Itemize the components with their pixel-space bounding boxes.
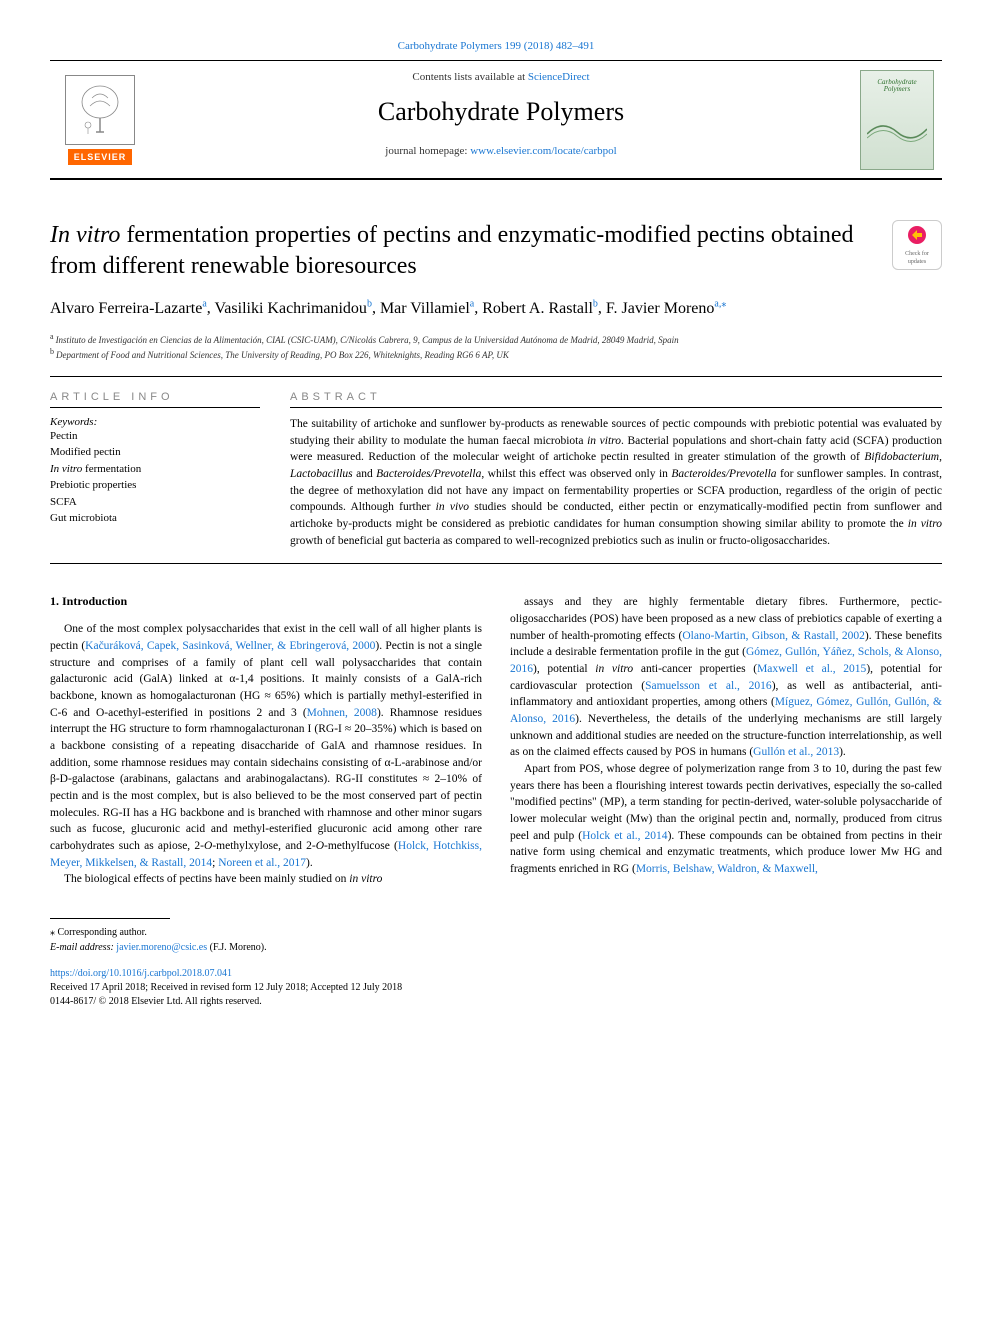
divider — [50, 376, 942, 377]
article-info-block: ARTICLE INFO Keywords: PectinModified pe… — [50, 391, 260, 549]
body-paragraph: One of the most complex polysaccharides … — [50, 621, 482, 871]
article-title: In vitro fermentation properties of pect… — [50, 220, 942, 282]
reference-link[interactable]: Gómez, Gullón, Yáñez, Schols, & Alonso, … — [510, 646, 942, 675]
check-updates-l2: updates — [908, 259, 926, 267]
reference-link[interactable]: Gullón et al., 2013 — [753, 746, 839, 758]
author-affil-sup: a — [470, 298, 474, 309]
journal-header: ELSEVIER Contents lists available at Sci… — [50, 60, 942, 180]
abstract-heading: ABSTRACT — [290, 391, 942, 403]
author: Vasiliki Kachrimanidoub — [215, 300, 372, 317]
body-column-right: assays and they are highly fermentable d… — [510, 594, 942, 888]
journal-reference-link[interactable]: Carbohydrate Polymers 199 (2018) 482–491 — [398, 40, 595, 52]
abstract-divider — [290, 407, 942, 408]
keywords-label: Keywords: — [50, 416, 260, 428]
keyword: Pectin — [50, 428, 260, 445]
author-affil-sup: a — [202, 298, 206, 309]
header-center: Contents lists available at ScienceDirec… — [150, 61, 852, 178]
info-divider — [50, 407, 260, 408]
affiliations: a Instituto de Investigación en Ciencias… — [50, 331, 942, 362]
corresponding-author-note: ⁎ Corresponding author. — [50, 925, 942, 940]
cover-wave-icon — [867, 114, 927, 144]
abstract-block: ABSTRACT The suitability of artichoke an… — [290, 391, 942, 549]
reference-link[interactable]: Mohnen, 2008 — [307, 707, 377, 719]
footer-block: https://doi.org/10.1016/j.carbpol.2018.0… — [50, 967, 942, 1009]
body-paragraph: Apart from POS, whose degree of polymeri… — [510, 761, 942, 878]
reference-link[interactable]: Noreen et al., 2017 — [218, 857, 306, 869]
footnotes: ⁎ Corresponding author. E-mail address: … — [50, 925, 942, 955]
body-paragraph: The biological effects of pectins have b… — [50, 871, 482, 888]
check-updates-badge[interactable]: Check for updates — [892, 220, 942, 270]
reference-link[interactable]: Kačuráková, Capek, Sasinková, Wellner, &… — [85, 640, 375, 652]
elsevier-tree-icon — [65, 75, 135, 145]
footnote-divider — [50, 918, 170, 919]
reference-link[interactable]: Samuelsson et al., 2016 — [645, 680, 772, 692]
author: Alvaro Ferreira-Lazartea — [50, 300, 207, 317]
received-line: Received 17 April 2018; Received in revi… — [50, 981, 942, 995]
reference-link[interactable]: Olano-Martin, Gibson, & Rastall, 2002 — [682, 630, 865, 642]
author: F. Javier Morenoa,⁎ — [606, 300, 726, 317]
abstract-text: The suitability of artichoke and sunflow… — [290, 416, 942, 549]
reference-link[interactable]: Míguez, Gómez, Gullón, Gullón, & Alonso,… — [510, 696, 942, 725]
issn-copyright-line: 0144-8617/ © 2018 Elsevier Ltd. All righ… — [50, 995, 942, 1009]
check-updates-l1: Check for — [905, 251, 929, 259]
reference-link[interactable]: Maxwell et al., 2015 — [757, 663, 866, 675]
journal-name: Carbohydrate Polymers — [150, 97, 852, 127]
journal-reference: Carbohydrate Polymers 199 (2018) 482–491 — [50, 40, 942, 52]
affiliation: b Department of Food and Nutritional Sci… — [50, 346, 942, 362]
section-heading-introduction: 1. Introduction — [50, 594, 482, 609]
contents-available-line: Contents lists available at ScienceDirec… — [150, 71, 852, 83]
divider — [50, 563, 942, 564]
title-rest: fermentation properties of pectins and e… — [50, 222, 854, 279]
email-author: (F.J. Moreno). — [210, 942, 267, 953]
keyword: SCFA — [50, 494, 260, 511]
keyword: In vitro fermentation — [50, 461, 260, 478]
cover-title: CarbohydratePolymers — [877, 79, 916, 94]
authors-list: Alvaro Ferreira-Lazartea, Vasiliki Kachr… — [50, 296, 942, 320]
reference-link[interactable]: Morris, Belshaw, Waldron, & Maxwell, — [636, 863, 818, 875]
email-line: E-mail address: javier.moreno@csic.es (F… — [50, 940, 942, 955]
author-affil-sup: a,⁎ — [714, 298, 726, 309]
homepage-line: journal homepage: www.elsevier.com/locat… — [150, 145, 852, 157]
homepage-prefix: journal homepage: — [385, 145, 470, 157]
body-column-left: 1. Introduction One of the most complex … — [50, 594, 482, 888]
journal-cover-box: CarbohydratePolymers — [860, 70, 934, 170]
doi-link[interactable]: https://doi.org/10.1016/j.carbpol.2018.0… — [50, 968, 232, 979]
affiliation: a Instituto de Investigación en Ciencias… — [50, 331, 942, 347]
contents-prefix: Contents lists available at — [412, 71, 527, 83]
author-affil-sup: b — [367, 298, 372, 309]
elsevier-logo: ELSEVIER — [50, 61, 150, 178]
article-info-heading: ARTICLE INFO — [50, 391, 260, 403]
author: Mar Villamiela — [380, 300, 474, 317]
author-affil-sup: b — [593, 298, 598, 309]
sciencedirect-link[interactable]: ScienceDirect — [528, 71, 590, 83]
keywords-list: PectinModified pectinIn vitro fermentati… — [50, 428, 260, 527]
check-updates-icon — [903, 223, 931, 251]
homepage-link[interactable]: www.elsevier.com/locate/carbpol — [470, 145, 617, 157]
reference-link[interactable]: Holck et al., 2014 — [582, 830, 667, 842]
keyword: Prebiotic properties — [50, 477, 260, 494]
keyword: Modified pectin — [50, 444, 260, 461]
elsevier-wordmark: ELSEVIER — [68, 149, 133, 165]
title-italic-part: In vitro — [50, 222, 120, 248]
body-paragraph: assays and they are highly fermentable d… — [510, 594, 942, 761]
corresponding-email-link[interactable]: javier.moreno@csic.es — [116, 942, 207, 953]
author: Robert A. Rastallb — [482, 300, 598, 317]
keyword: Gut microbiota — [50, 510, 260, 527]
email-label: E-mail address: — [50, 942, 114, 953]
journal-cover: CarbohydratePolymers — [852, 61, 942, 178]
body-two-column: 1. Introduction One of the most complex … — [50, 594, 942, 888]
